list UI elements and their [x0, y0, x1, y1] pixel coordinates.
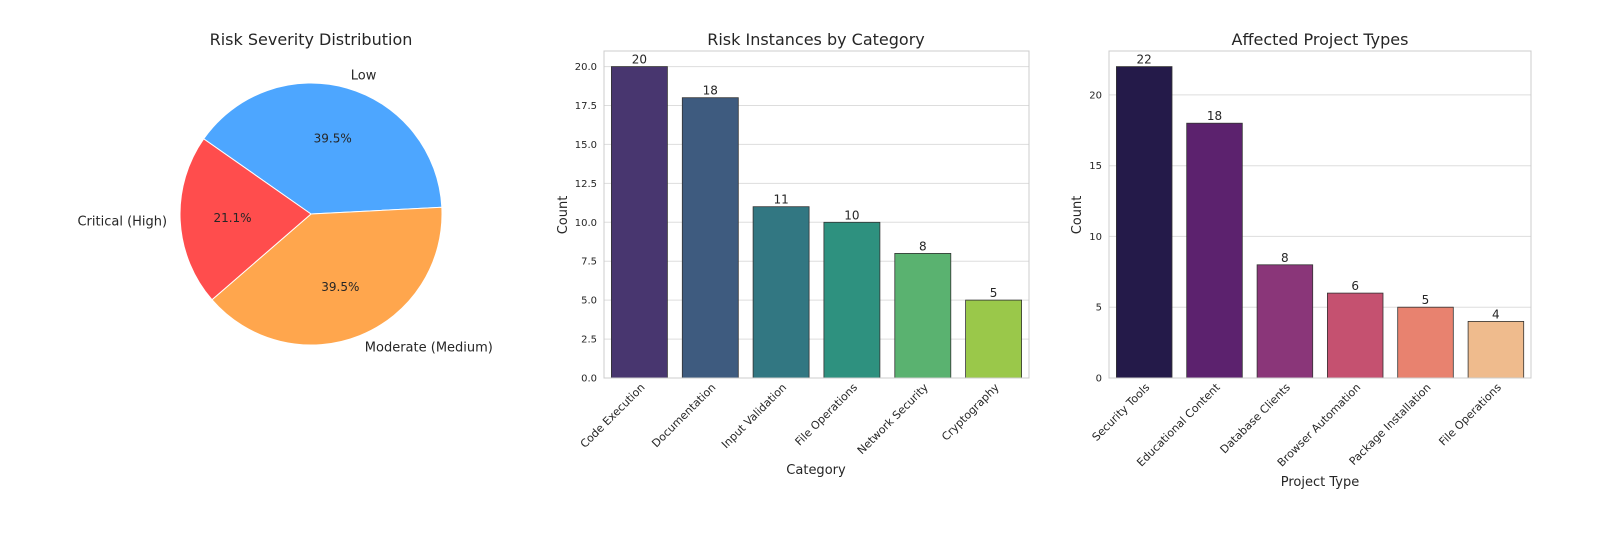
bar1-xtick-label: Cryptography — [939, 381, 1002, 444]
bar2-bar-browser-automation — [1327, 292, 1384, 379]
bar2-ytick-label: 0 — [1096, 374, 1102, 385]
bar2-bar-file-operations — [1467, 320, 1525, 379]
bar-chart-risk-instances: Risk Instances by Category Category Coun… — [556, 30, 1030, 478]
bar1-ytick-label: 10.0 — [575, 218, 597, 229]
bar2-value-label: 5 — [1422, 293, 1430, 307]
bar1-value-label: 20 — [632, 53, 647, 67]
bar-chart-project-types: Affected Project Types Project Type Coun… — [1070, 30, 1532, 490]
bar2-ytick-label: 10 — [1089, 232, 1102, 243]
pie-pct-low: 39.5% — [314, 132, 352, 146]
bar1-value-label: 8 — [919, 239, 927, 253]
bar1-value-label: 10 — [844, 208, 859, 222]
bar1-value-label: 18 — [703, 84, 718, 98]
bar2-xtick-label: Package Installation — [1347, 381, 1434, 468]
bar1-title: Risk Instances by Category — [707, 30, 925, 49]
bar1-xtick-label: File Operations — [793, 381, 861, 449]
bar1-bar-documentation — [681, 97, 739, 379]
pie-label-critical-high: Critical (High) — [77, 214, 167, 229]
bar1-ytick-label: 17.5 — [575, 101, 597, 112]
bar1-xtick-label: Code Execution — [578, 381, 648, 451]
bar1-xtick-label: Input Validation — [719, 381, 789, 451]
bar2-ytick-label: 20 — [1089, 90, 1102, 101]
bar1-value-label: 5 — [990, 286, 998, 300]
bar2-ytick-label: 15 — [1089, 161, 1102, 172]
bar2-ylabel: Count — [1070, 196, 1085, 235]
bar1-bar-file-operations — [823, 221, 881, 379]
bar2-ytick-label: 5 — [1096, 303, 1102, 314]
bar2-value-label: 6 — [1351, 279, 1359, 293]
bar2-xtick-label: Database Clients — [1218, 381, 1294, 457]
pie-slice-critical-high — [179, 138, 312, 301]
pie-pct-moderate-medium: 39.5% — [321, 280, 359, 294]
bar1-ytick-label: 7.5 — [581, 257, 597, 268]
bar1-ytick-label: 0.0 — [581, 374, 597, 385]
pie-slice-moderate-medium — [211, 206, 443, 346]
pie-pct-critical-high: 21.1% — [213, 211, 251, 225]
bar1-bar-input-validation — [752, 206, 810, 379]
pie-label-moderate-medium: Moderate (Medium) — [365, 341, 493, 356]
bar2-bar-database-clients — [1256, 264, 1314, 379]
bar2-xtick-label: File Operations — [1436, 381, 1504, 449]
bar1-ytick-label: 12.5 — [575, 179, 597, 190]
bar2-value-label: 18 — [1207, 109, 1222, 123]
bar2-title: Affected Project Types — [1232, 30, 1409, 49]
bar2-value-label: 4 — [1492, 307, 1500, 321]
bar2-xtick-label: Security Tools — [1090, 381, 1153, 444]
bar1-plot-area: 0.0 2.5 5.0 7.5 10.0 12.5 15.0 17.5 20.0 20 Code E… — [575, 50, 1030, 457]
bar1-ytick-label: 2.5 — [581, 335, 597, 346]
bar1-xtick-label: Network Security — [855, 381, 931, 457]
pie-chart-risk-severity: Risk Severity Distribution 39.5%Low39.5%… — [77, 30, 492, 356]
bar2-frame — [1108, 50, 1532, 379]
pie-label-low: Low — [351, 69, 377, 84]
bar1-ytick-label: 15.0 — [575, 140, 597, 151]
bar1-bar-network-security — [894, 252, 952, 379]
bar1-xtick-label: Documentation — [649, 381, 718, 450]
bar2-bar-educational-content — [1186, 122, 1243, 379]
bar2-bar-security-tools — [1116, 66, 1173, 379]
bar1-frame — [603, 50, 1030, 379]
bar1-value-label: 11 — [773, 193, 788, 207]
pie-slices — [179, 82, 443, 346]
bar1-xlabel: Category — [786, 463, 846, 478]
pie-title: Risk Severity Distribution — [210, 30, 413, 49]
bar1-ytick-label: 5.0 — [581, 296, 597, 307]
bar2-value-label: 8 — [1281, 251, 1289, 265]
bar1-bar-cryptography — [965, 299, 1022, 379]
pie-slice-low — [202, 82, 443, 215]
bar1-ytick-label: 20.0 — [575, 62, 597, 73]
bar1-bar-code-execution — [611, 66, 668, 379]
pie-labels: 39.5% Low 39.5% Moderate (Medium) 21.1% Criti… — [77, 69, 492, 356]
bar2-bar-package-installation — [1397, 306, 1454, 379]
bar1-ylabel: Count — [556, 196, 571, 235]
bar2-xlabel: Project Type — [1281, 475, 1359, 490]
bar2-value-label: 22 — [1137, 53, 1152, 67]
